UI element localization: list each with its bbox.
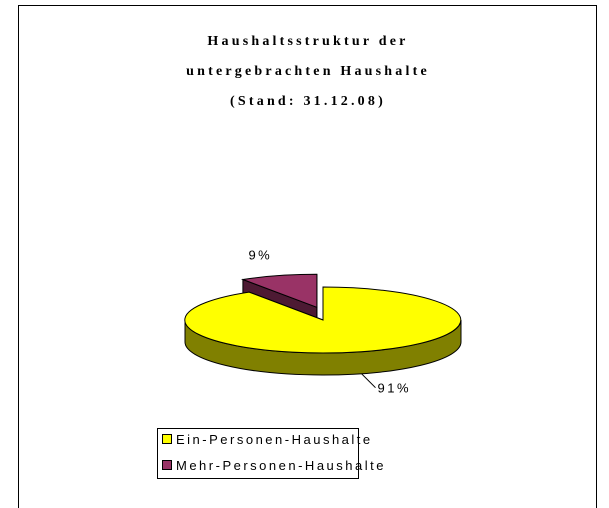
legend — [157, 428, 359, 479]
slice — [240, 273, 318, 309]
data-label: 9% — [248, 248, 272, 263]
chart-frame — [18, 5, 597, 508]
legend-items: Ein-Personen-Haushalte Mehr-Personen-Haus… — [162, 432, 386, 473]
data-label: 91% — [378, 381, 412, 396]
legend-swatch — [162, 434, 172, 444]
chart-title: untergebrachten Haushalte — [186, 64, 430, 79]
chart-title: Haushaltsstruktur der — [207, 34, 408, 49]
legend-label: Mehr-Personen-Haushalte — [176, 458, 386, 473]
legend-label: Ein-Personen-Haushalte — [176, 432, 373, 447]
leader-line — [361, 373, 376, 389]
chart-title: (Stand: 31.12.08) — [230, 94, 386, 109]
legend-swatch — [162, 460, 172, 470]
data-labels: 91% 9% — [248, 248, 412, 396]
pie — [184, 273, 462, 376]
slice — [184, 286, 462, 354]
